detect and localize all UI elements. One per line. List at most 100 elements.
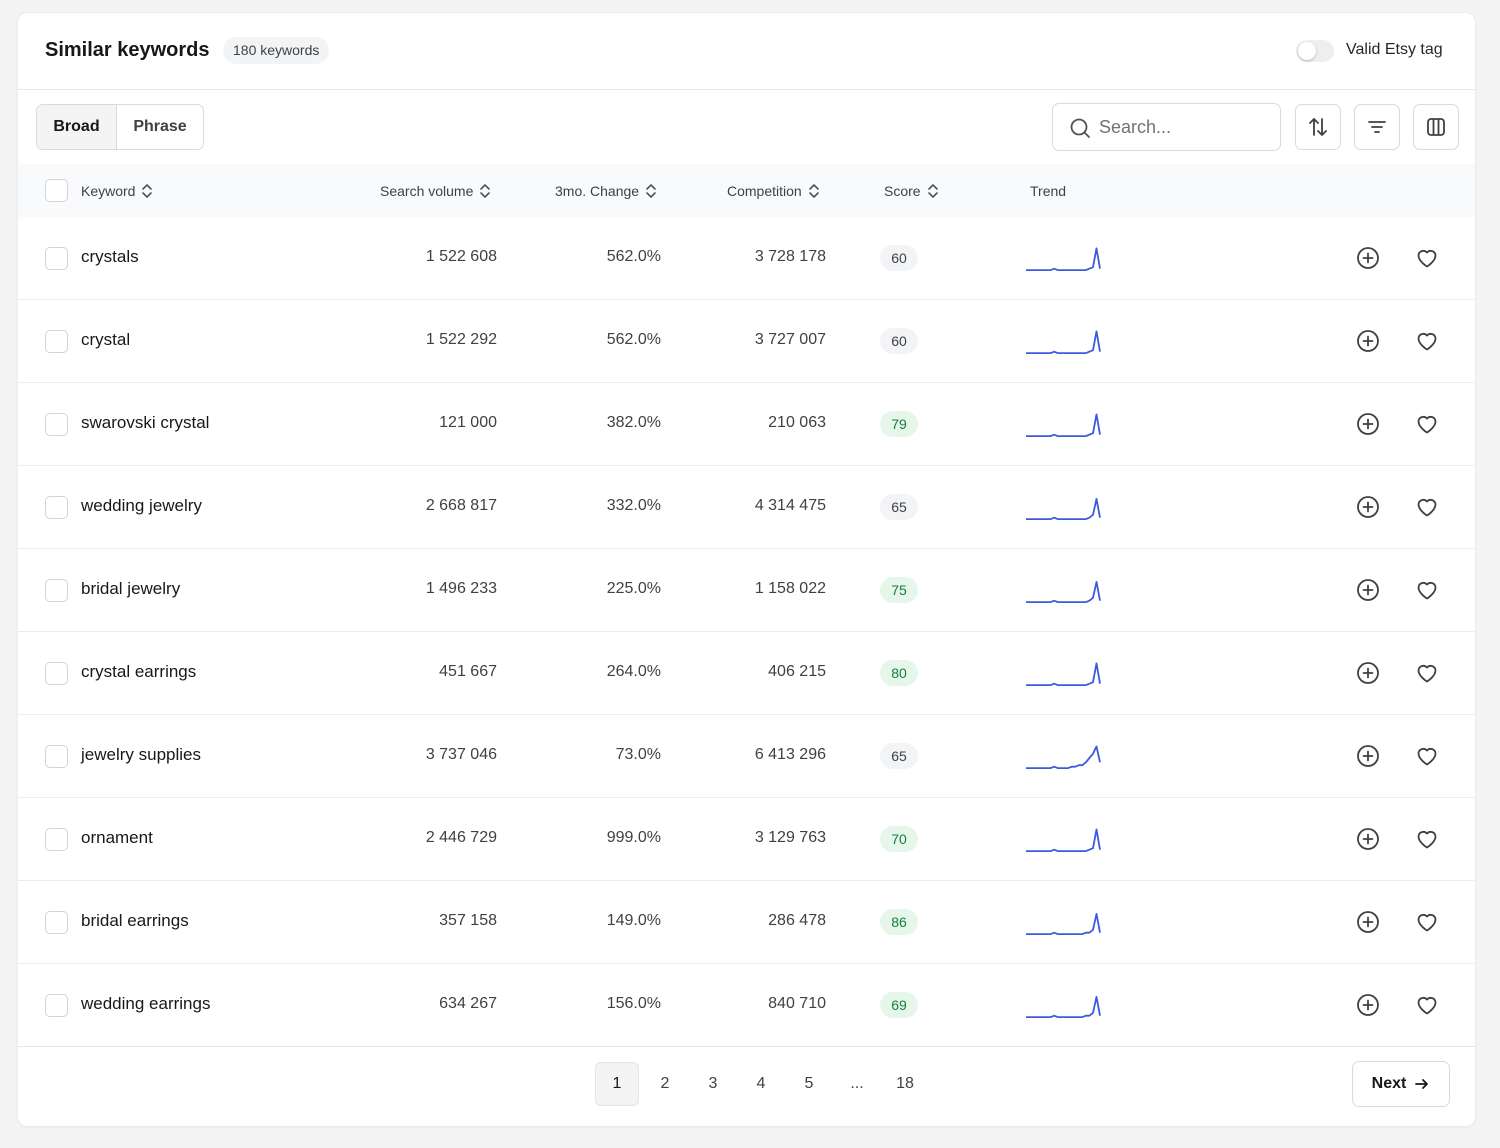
plus-circle-icon[interactable] (1355, 245, 1381, 271)
plus-circle-icon[interactable] (1355, 992, 1381, 1018)
table-header: Keyword Search volume 3mo. Change Compet… (18, 164, 1475, 217)
valid-etsy-tag-toggle[interactable] (1296, 40, 1334, 62)
trend-line (1026, 996, 1101, 1019)
page-button-2[interactable]: 2 (660, 1075, 670, 1092)
column-header-competition[interactable]: Competition (727, 164, 820, 217)
column-label: Competition (727, 182, 802, 199)
column-header-score[interactable]: Score (884, 164, 939, 217)
heart-icon[interactable] (1414, 826, 1440, 852)
trend-line (1026, 828, 1101, 853)
next-page-button[interactable]: Next (1352, 1061, 1450, 1107)
heart-icon[interactable] (1414, 577, 1440, 603)
competition-cell: 3 728 178 (754, 248, 826, 265)
tab-broad[interactable]: Broad (37, 105, 117, 149)
change-cell: 999.0% (606, 829, 661, 846)
row-checkbox[interactable] (45, 413, 68, 436)
heart-icon[interactable] (1414, 743, 1440, 769)
similar-keywords-card: Similar keywords 180 keywords Valid Etsy… (17, 12, 1476, 1127)
row-checkbox[interactable] (45, 579, 68, 602)
plus-circle-icon[interactable] (1355, 494, 1381, 520)
filter-icon (1368, 121, 1386, 133)
keyword-cell: swarovski crystal (81, 413, 210, 432)
heart-icon[interactable] (1414, 992, 1440, 1018)
heart-icon[interactable] (1414, 328, 1440, 354)
chevron-up-down-icon (142, 183, 153, 198)
plus-circle-icon[interactable] (1355, 577, 1381, 603)
plus-circle-icon[interactable] (1355, 743, 1381, 769)
table-row: bridal jewelry 1 496 233 225.0% 1 158 022 75 (18, 549, 1475, 632)
score-badge: 60 (880, 245, 918, 271)
sort-icon (1309, 118, 1327, 136)
toggle-knob (1298, 42, 1316, 60)
row-checkbox[interactable] (45, 745, 68, 768)
keyword-cell: wedding jewelry (81, 496, 202, 515)
heart-icon[interactable] (1414, 494, 1440, 520)
sort-button[interactable] (1295, 104, 1341, 150)
plus-circle-icon[interactable] (1355, 328, 1381, 354)
competition-cell: 286 478 (768, 912, 826, 929)
competition-cell: 4 314 475 (754, 497, 826, 514)
heart-icon[interactable] (1414, 245, 1440, 271)
table-row: ornament 2 446 729 999.0% 3 129 763 70 (18, 798, 1475, 881)
row-checkbox[interactable] (45, 662, 68, 685)
row-checkbox[interactable] (45, 994, 68, 1017)
heart-icon[interactable] (1414, 909, 1440, 935)
trend-sparkline (1026, 745, 1101, 770)
row-checkbox[interactable] (45, 828, 68, 851)
tab-phrase[interactable]: Phrase (117, 105, 203, 149)
plus-circle-icon[interactable] (1355, 411, 1381, 437)
search-input[interactable] (1099, 104, 1274, 150)
table-row: crystal earrings 451 667 264.0% 406 215 80 (18, 632, 1475, 715)
search-volume-cell: 1 522 608 (425, 248, 497, 265)
competition-cell: 3 129 763 (754, 829, 826, 846)
filter-button[interactable] (1354, 104, 1400, 150)
column-label: Score (884, 182, 921, 199)
trend-sparkline (1026, 498, 1101, 521)
change-cell: 382.0% (606, 414, 661, 431)
search-volume-cell: 3 737 046 (425, 746, 497, 763)
change-cell: 264.0% (606, 663, 661, 680)
row-checkbox[interactable] (45, 330, 68, 353)
change-cell: 562.0% (606, 248, 661, 265)
keyword-cell: crystal earrings (81, 662, 197, 681)
column-header-keyword[interactable]: Keyword (81, 164, 153, 217)
row-checkbox[interactable] (45, 911, 68, 934)
trend-line (1026, 330, 1101, 355)
heart-icon[interactable] (1414, 411, 1440, 437)
page-title: Similar keywords (45, 39, 210, 61)
trend-line (1026, 662, 1101, 687)
page-button-1[interactable]: 1 (595, 1062, 639, 1106)
plus-circle-icon[interactable] (1355, 909, 1381, 935)
row-checkbox[interactable] (45, 247, 68, 270)
select-all-checkbox[interactable] (45, 179, 68, 202)
page-button-3[interactable]: 3 (708, 1075, 718, 1092)
score-badge: 70 (880, 826, 918, 852)
row-checkbox[interactable] (45, 496, 68, 519)
plus-circle-icon[interactable] (1355, 826, 1381, 852)
trend-line (1026, 413, 1101, 438)
column-header-3mo-change[interactable]: 3mo. Change (555, 164, 657, 217)
search-volume-cell: 2 668 817 (425, 497, 497, 514)
change-cell: 73.0% (615, 746, 661, 763)
keyword-cell: ornament (81, 828, 153, 847)
trend-line (1026, 581, 1101, 604)
heart-icon[interactable] (1414, 660, 1440, 686)
search-volume-cell: 1 522 292 (425, 331, 497, 348)
page-button-4[interactable]: 4 (756, 1075, 766, 1092)
page-button-18[interactable]: 18 (896, 1075, 914, 1092)
competition-cell: 6 413 296 (754, 746, 826, 763)
column-label: 3mo. Change (555, 182, 640, 199)
plus-circle-icon[interactable] (1355, 660, 1381, 686)
column-header-search-volume[interactable]: Search volume (380, 164, 491, 217)
page-button-5[interactable]: 5 (804, 1075, 814, 1092)
search-volume-cell: 357 158 (439, 912, 497, 929)
competition-cell: 3 727 007 (754, 331, 826, 348)
trend-sparkline (1026, 662, 1101, 687)
arrow-right-icon (1415, 1079, 1429, 1089)
score-badge: 65 (880, 494, 918, 520)
keyword-cell: bridal jewelry (81, 579, 181, 598)
valid-etsy-tag-label: Valid Etsy tag (1346, 41, 1443, 58)
score-badge: 75 (880, 577, 918, 603)
change-cell: 225.0% (606, 580, 661, 597)
columns-button[interactable] (1413, 104, 1459, 150)
